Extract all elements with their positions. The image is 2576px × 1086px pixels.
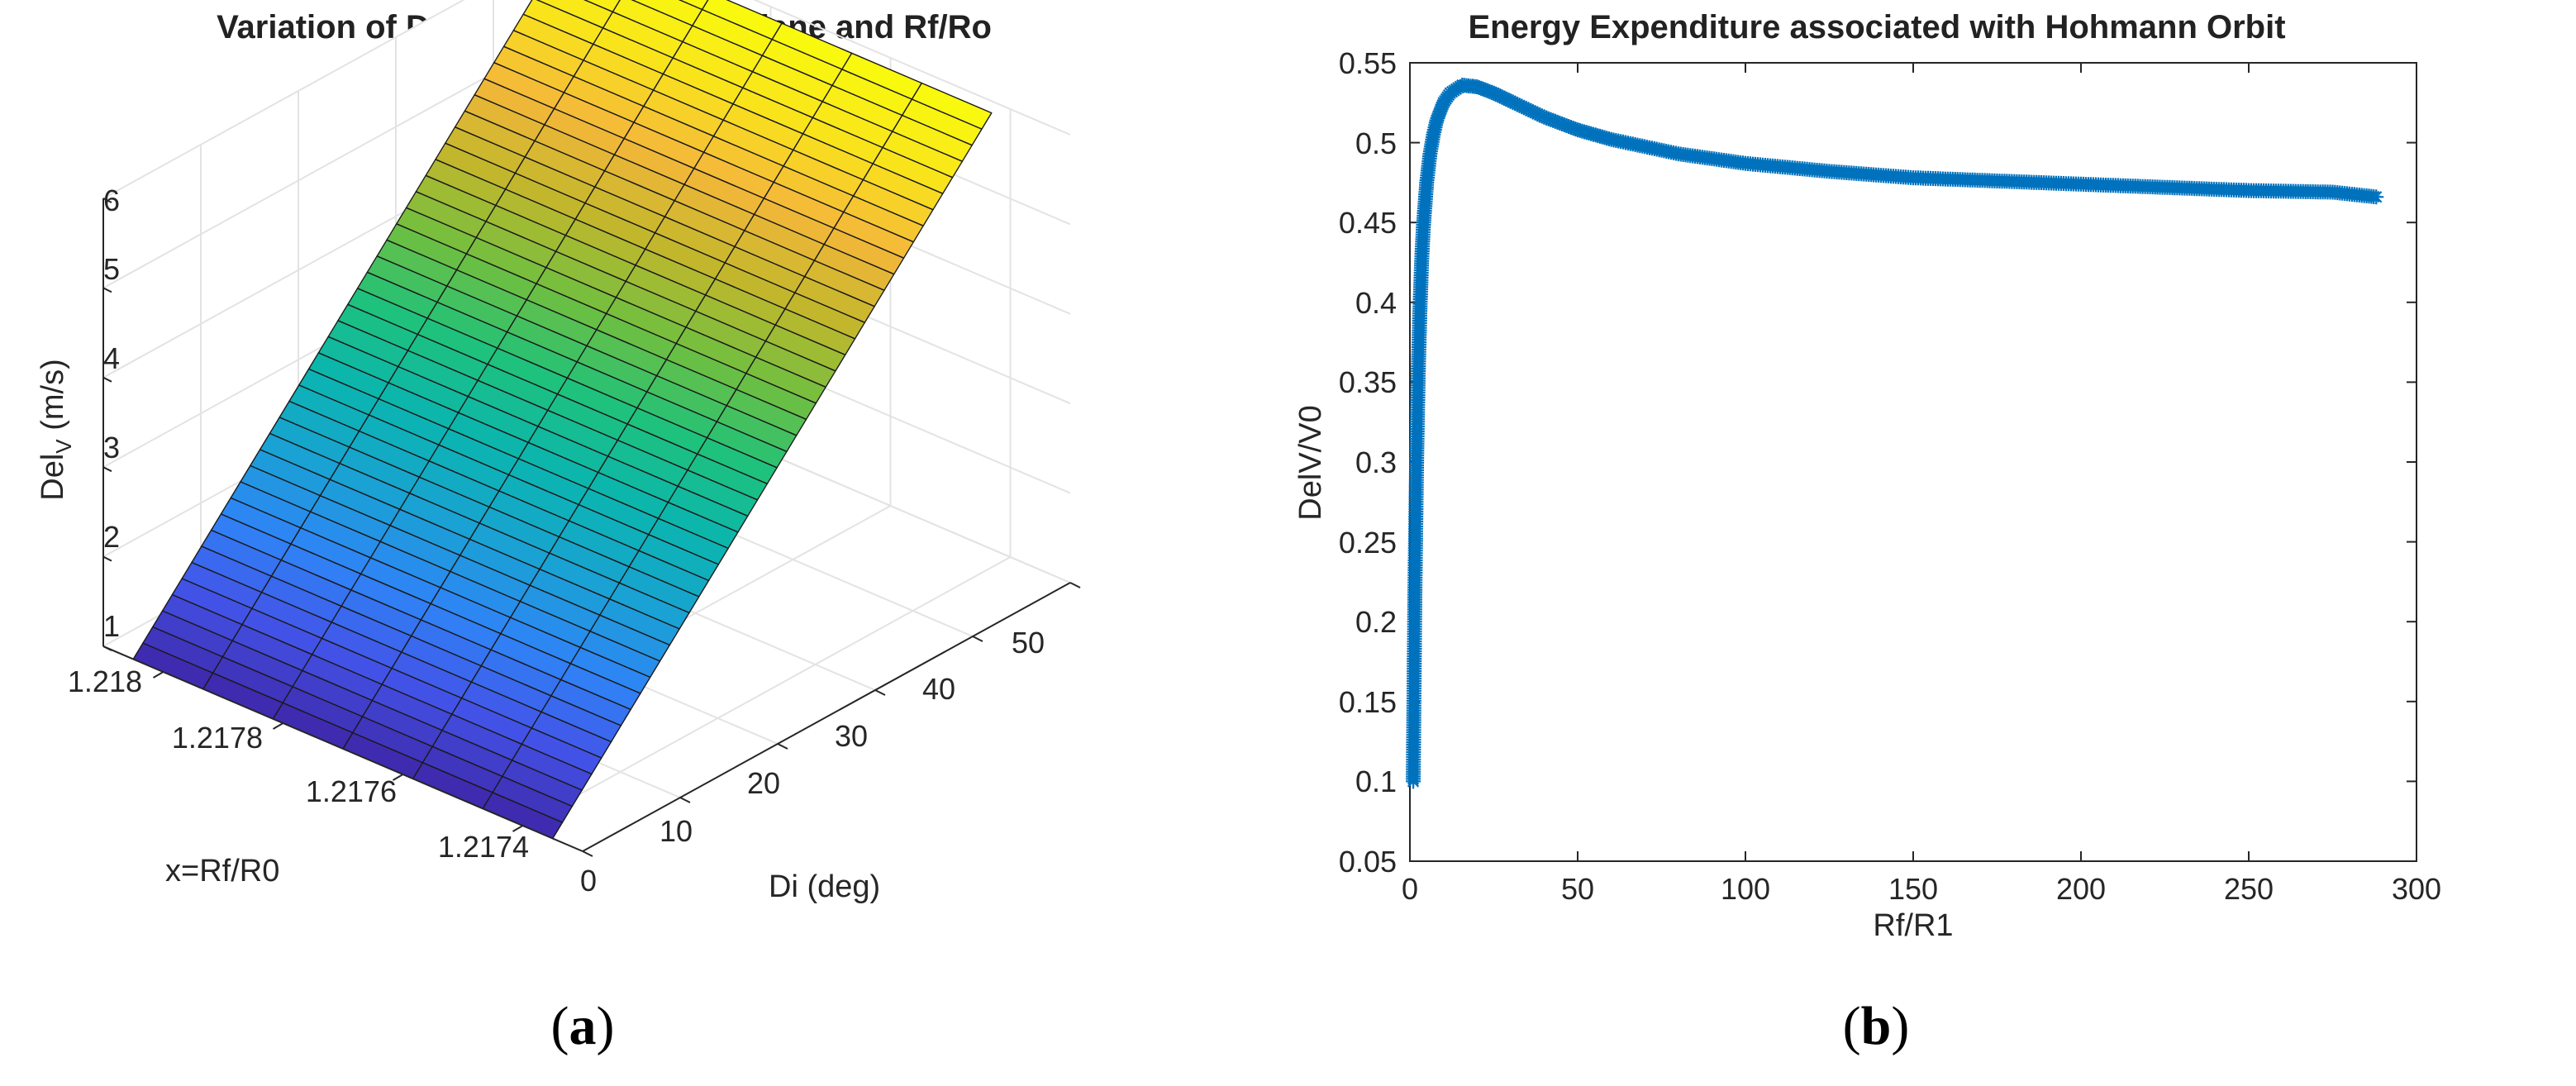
z-tick bbox=[102, 645, 112, 651]
y-tick-label: 0.1 bbox=[1355, 764, 1397, 798]
y-tick-label: 0.2 bbox=[1355, 605, 1397, 639]
y-tick bbox=[1069, 582, 1081, 588]
x-tick-label: 1.2176 bbox=[306, 774, 397, 808]
surface-patch bbox=[536, 0, 614, 29]
y-tick-label: 10 bbox=[659, 814, 693, 848]
surface-patch bbox=[522, 0, 604, 45]
x-tick-label: 50 bbox=[1561, 872, 1594, 906]
z-tick-label: 6 bbox=[103, 183, 120, 217]
z-tick-label: 2 bbox=[103, 520, 120, 554]
scatter-points bbox=[1406, 78, 2384, 789]
z-grid-line bbox=[102, 0, 1071, 199]
x-tick-labels: 1.218 1.2178 1.2176 1.2174 bbox=[68, 664, 529, 864]
z-tick bbox=[102, 198, 112, 203]
y-tick bbox=[777, 743, 788, 750]
surface-patch bbox=[678, 0, 709, 11]
surface-patch bbox=[701, 0, 783, 40]
x-tick bbox=[392, 774, 404, 781]
x-tick-label: 1.218 bbox=[68, 664, 142, 698]
x-tick bbox=[152, 671, 164, 679]
x-tick-label: 200 bbox=[2056, 872, 2106, 906]
x-tick-label: 300 bbox=[2392, 872, 2441, 906]
panel-label-b: (b) bbox=[1843, 996, 1910, 1056]
data-point bbox=[2369, 189, 2384, 205]
z-tick-label: 1 bbox=[103, 609, 120, 643]
z-tick-label: 3 bbox=[103, 431, 120, 464]
surface-patch bbox=[583, 0, 621, 13]
y-tick-label: 0.05 bbox=[1339, 845, 1397, 879]
y-tick bbox=[972, 636, 983, 642]
x-tick bbox=[512, 825, 524, 832]
x-axis-label: Rf/R1 bbox=[1873, 908, 1953, 943]
x-tick-labels: 0 50 100 150 200 250 300 bbox=[1402, 872, 2441, 906]
y-tick-label: 0.3 bbox=[1355, 445, 1397, 479]
x-tick-label: 0 bbox=[1402, 872, 1418, 906]
y-tick-label: 0.4 bbox=[1355, 286, 1397, 320]
y-tick bbox=[679, 797, 691, 803]
y-tick-label: 0.5 bbox=[1355, 126, 1397, 160]
x-tick bbox=[272, 722, 284, 730]
z-tick-labels: 1 2 3 4 5 6 bbox=[103, 183, 120, 643]
z-tick bbox=[102, 466, 112, 473]
x-tick-label: 1.2174 bbox=[438, 830, 529, 864]
z-tick-label: 4 bbox=[103, 341, 120, 375]
y-axis-label: DelV/V0 bbox=[1293, 405, 1328, 520]
y-tick-label: 40 bbox=[922, 672, 955, 706]
scatter-chart-title: Energy Expenditure associated with Hohma… bbox=[1468, 9, 2285, 45]
y-tick-label: 0.35 bbox=[1339, 365, 1397, 399]
y-tick-labels: 0.05 0.1 0.15 0.2 0.25 0.3 0.35 0.4 0.45… bbox=[1339, 46, 1397, 879]
y-axis-line bbox=[582, 582, 1071, 852]
x-tick-label: 100 bbox=[1721, 872, 1770, 906]
z-tick bbox=[102, 287, 112, 293]
y-tick-labels: 0 10 20 30 40 50 bbox=[580, 626, 1045, 898]
z-tick-label: 5 bbox=[103, 252, 120, 286]
y-tick-label: 0 bbox=[580, 864, 597, 898]
y-tick-label: 0.15 bbox=[1339, 685, 1397, 719]
x-axis-label: x=Rf/R0 bbox=[165, 854, 279, 888]
y-tick-label: 20 bbox=[747, 766, 780, 800]
surface-chart: Variation of Del-V with change of plane … bbox=[36, 0, 1081, 1056]
x-tick-label: 150 bbox=[1888, 872, 1938, 906]
y-tick-label: 0.45 bbox=[1339, 206, 1397, 240]
y-tick-label: 50 bbox=[1012, 626, 1045, 660]
y-tick-label: 30 bbox=[835, 719, 868, 753]
x-tick-label: 250 bbox=[2224, 872, 2274, 906]
y-tick bbox=[874, 689, 886, 696]
x-axis-line bbox=[102, 645, 583, 852]
scatter-chart: Energy Expenditure associated with Hohma… bbox=[1293, 9, 2441, 1056]
x-tick-label: 1.2178 bbox=[172, 721, 263, 755]
surface-axes bbox=[102, 198, 1081, 857]
y-tick-label: 0.55 bbox=[1339, 46, 1397, 80]
z-tick bbox=[102, 376, 112, 383]
z-axis-label: DelV (m/s) bbox=[36, 359, 76, 500]
panel-label-a: (a) bbox=[551, 996, 615, 1056]
surface-patch bbox=[612, 0, 693, 43]
surface-mesh bbox=[132, 0, 993, 840]
y-axis-label: Di (deg) bbox=[769, 869, 880, 904]
z-tick bbox=[102, 555, 112, 562]
surface-patch bbox=[631, 0, 703, 26]
y-tick-label: 0.25 bbox=[1339, 526, 1397, 560]
y-tick bbox=[582, 850, 593, 857]
